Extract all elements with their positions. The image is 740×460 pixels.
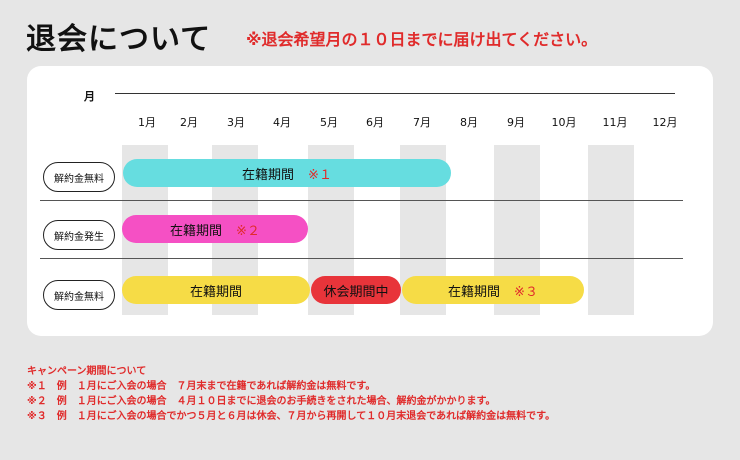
bar-text: 在籍期間 [448,284,501,300]
month-label: 2月 [180,116,198,129]
month-axis-label: 月 [84,90,95,103]
campaign-notes: キャンペーン期間について ※１ 例 １月にご入会の場合 ７月末まで在籍であれば解… [27,364,555,424]
month-stripe [588,145,634,315]
row-label-1: 解約金無料 [43,162,115,192]
note-mark: ※２ [236,223,260,239]
row-label-3: 解約金無料 [43,280,115,310]
enrollment-period-bar: 在籍期間 [122,276,310,304]
month-label: 5月 [320,116,338,129]
month-label: 1月 [138,116,156,129]
note-item: ※１ 例 １月にご入会の場合 ７月末まで在籍であれば解約金は無料です。 [27,381,376,392]
axis-line [115,93,675,94]
enrollment-period-bar: 在籍期間 ※３ [402,276,584,304]
month-label: 8月 [460,116,478,129]
month-label: 7月 [413,116,431,129]
deadline-notice: ※退会希望月の１０日までに届け出てください。 [246,30,598,49]
bar-text: 在籍期間 [242,167,295,183]
month-label: 3月 [227,116,245,129]
note-mark: ※３ [514,284,538,300]
bar-text: 在籍期間 [189,284,242,300]
suspension-period-bar: 休会期間中 [311,276,401,304]
enrollment-period-bar: 在籍期間 ※２ [122,215,308,243]
row-separator [40,200,683,201]
month-label: 10月 [551,116,577,129]
note-item: ※２ 例 １月にご入会の場合 ４月１０日までに退会のお手続きをされた場合、解約金… [27,396,496,407]
month-label: 12月 [652,116,678,129]
month-label: 6月 [366,116,384,129]
notes-heading: キャンペーン期間について [27,366,147,377]
enrollment-period-bar: 在籍期間 ※１ [123,159,451,187]
row-separator [40,258,683,259]
page-title: 退会について [26,22,212,57]
bar-text: 在籍期間 [170,223,223,239]
bar-text: 休会期間中 [323,284,389,300]
note-mark: ※１ [308,167,332,183]
month-label: 9月 [507,116,525,129]
note-item: ※３ 例 １月にご入会の場合でかつ５月と６月は休会、７月から再開して１０月末退会… [27,411,556,422]
month-label: 4月 [273,116,291,129]
row-label-2: 解約金発生 [43,220,115,250]
month-label: 11月 [602,116,628,129]
